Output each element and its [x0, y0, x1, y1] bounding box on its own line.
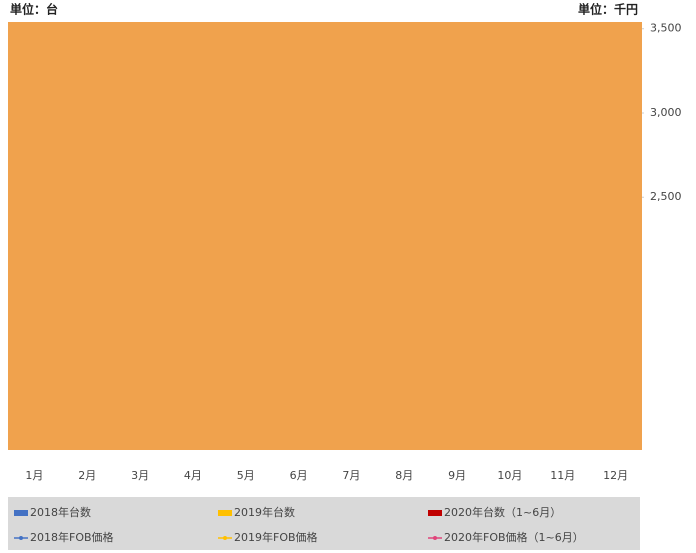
legend-swatch — [428, 510, 442, 516]
x-tick-label: 12月 — [603, 469, 628, 482]
left-unit: 単位：台 — [10, 2, 58, 17]
legend-label: 2020年台数（1~6月） — [444, 505, 561, 519]
legend-swatch — [218, 510, 232, 516]
x-tick-label: 5月 — [237, 469, 255, 482]
x-tick-label: 10月 — [497, 469, 522, 482]
legend-marker — [19, 536, 23, 540]
x-tick-label: 2月 — [78, 469, 96, 482]
legend-label: 2018年FOB価格 — [30, 530, 114, 544]
legend-swatch — [14, 510, 28, 516]
legend-label: 2018年台数 — [30, 505, 91, 519]
legend-label: 2019年台数 — [234, 505, 295, 519]
y2-tick-label: 2,500 — [650, 190, 682, 203]
plot-fill — [8, 22, 642, 450]
right-unit: 単位：千円 — [578, 2, 638, 17]
legend-marker — [223, 536, 227, 540]
legend-box — [8, 497, 640, 550]
x-tick-label: 8月 — [395, 469, 413, 482]
x-tick-label: 7月 — [342, 469, 360, 482]
legend-label: 2019年FOB価格 — [234, 530, 318, 544]
x-tick-label: 4月 — [184, 469, 202, 482]
y2-tick-label: 3,000 — [650, 106, 682, 119]
x-tick-label: 11月 — [550, 469, 575, 482]
y2-tick-label: 3,500 — [650, 22, 682, 35]
legend-label: 2020年FOB価格（1~6月） — [444, 530, 584, 544]
x-tick-label: 6月 — [290, 469, 308, 482]
x-tick-label: 9月 — [448, 469, 466, 482]
legend-marker — [433, 536, 437, 540]
x-tick-label: 1月 — [25, 469, 43, 482]
x-tick-label: 3月 — [131, 469, 149, 482]
